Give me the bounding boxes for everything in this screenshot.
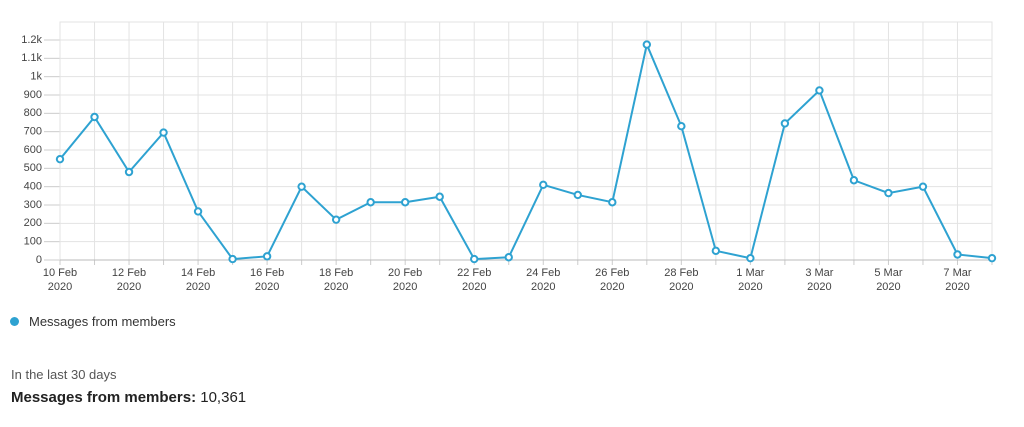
x-tick-label: 28 Feb 2020 bbox=[664, 267, 699, 293]
y-tick-label: 1.2k bbox=[21, 34, 42, 46]
data-point bbox=[55, 154, 65, 164]
data-point bbox=[815, 86, 824, 95]
data-point bbox=[539, 180, 548, 190]
x-tick-label: 18 Feb 2020 bbox=[319, 267, 354, 293]
x-tick-label: 26 Feb 2020 bbox=[595, 267, 630, 293]
summary-label: Messages from members: bbox=[11, 389, 197, 406]
y-tick-label: 900 bbox=[24, 89, 42, 101]
data-point bbox=[987, 253, 997, 263]
y-tick-label: 300 bbox=[24, 199, 42, 211]
x-tick-label: 22 Feb 2020 bbox=[457, 267, 492, 293]
y-tick-label: 500 bbox=[24, 162, 42, 174]
chart: 0 100 200 300 400 500 600 700 800 900 1k 1.1k 1.2k bbox=[21, 21, 997, 266]
data-point bbox=[953, 250, 962, 259]
y-tick-label: 600 bbox=[24, 144, 42, 156]
y-tick-label: 800 bbox=[24, 107, 42, 119]
data-point bbox=[435, 192, 444, 201]
data-point bbox=[780, 119, 790, 128]
y-tick-label: 700 bbox=[24, 126, 42, 138]
legend-label: Messages from members bbox=[29, 314, 176, 329]
x-tick-label: 1 Mar 2020 bbox=[736, 267, 765, 293]
x-tick-label: 16 Feb 2020 bbox=[249, 267, 285, 293]
data-point bbox=[746, 253, 755, 263]
data-point bbox=[90, 112, 99, 122]
summary-period: In the last 30 days bbox=[11, 367, 117, 382]
y-tick-label: 1.1k bbox=[21, 52, 42, 64]
data-point bbox=[608, 198, 617, 207]
data-point bbox=[884, 188, 893, 198]
x-tick-label: 3 Mar 2020 bbox=[805, 267, 834, 293]
x-tick-label: 7 Mar 2020 bbox=[943, 267, 972, 293]
data-point bbox=[331, 215, 341, 224]
data-point bbox=[504, 253, 513, 262]
data-point bbox=[297, 182, 306, 191]
data-point bbox=[193, 207, 203, 216]
x-tick-label: 5 Mar 2020 bbox=[874, 267, 903, 293]
y-tick-label: 100 bbox=[24, 236, 42, 248]
plot-frame bbox=[59, 21, 993, 261]
x-tick-label: 12 Feb 2020 bbox=[111, 267, 147, 293]
data-point bbox=[677, 121, 686, 131]
y-tick-label: 0 bbox=[36, 254, 42, 266]
data-point bbox=[262, 252, 272, 261]
data-point bbox=[228, 254, 237, 264]
data-point bbox=[849, 176, 859, 185]
x-tick-label: 10 Feb 2020 bbox=[42, 267, 78, 293]
data-point bbox=[470, 254, 479, 264]
legend-swatch bbox=[10, 317, 19, 326]
data-point bbox=[366, 198, 375, 207]
data-point bbox=[400, 198, 410, 207]
data-point bbox=[573, 190, 582, 200]
series-line bbox=[59, 41, 993, 261]
x-tick-label: 14 Feb 2020 bbox=[180, 267, 216, 293]
y-tick-label: 1k bbox=[30, 71, 42, 83]
data-point bbox=[642, 40, 652, 49]
y-tick-label: 200 bbox=[24, 217, 42, 229]
summary-value: 10,361 bbox=[200, 389, 247, 406]
data-point bbox=[124, 167, 134, 177]
x-tick-label: 24 Feb 2020 bbox=[526, 267, 561, 293]
legend: Messages from members bbox=[10, 314, 176, 329]
x-tick-label: 20 Feb 2020 bbox=[388, 267, 423, 293]
y-tick-label: 400 bbox=[24, 181, 42, 193]
data-point bbox=[159, 128, 168, 137]
data-point bbox=[711, 246, 721, 256]
summary-total: Messages from members: 10,361 bbox=[11, 389, 246, 406]
data-point bbox=[918, 182, 928, 191]
